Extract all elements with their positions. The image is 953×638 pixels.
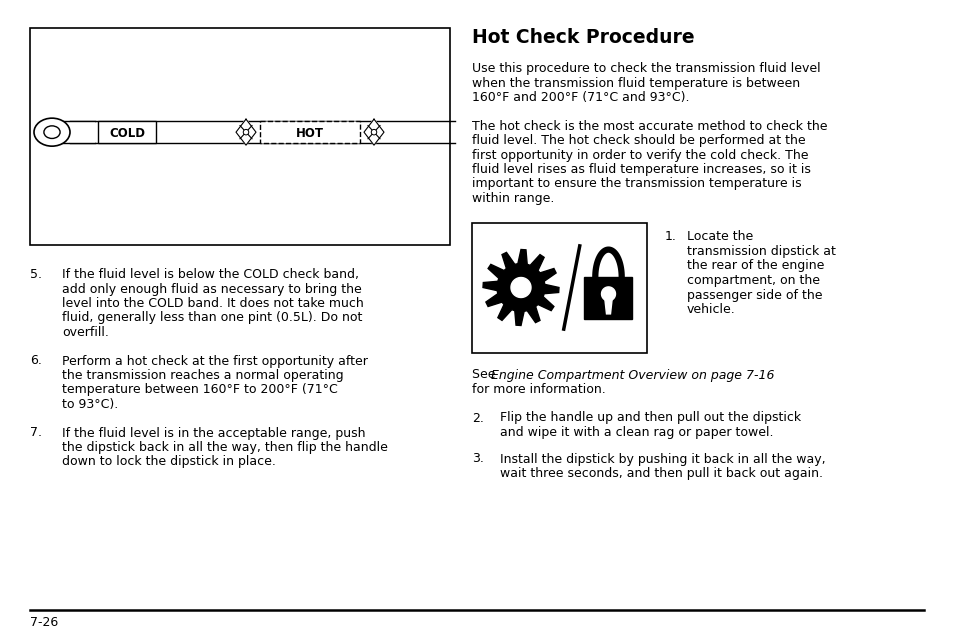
Text: add only enough fluid as necessary to bring the: add only enough fluid as necessary to br… xyxy=(62,283,361,295)
Text: If the fluid level is in the acceptable range, push: If the fluid level is in the acceptable … xyxy=(62,426,365,440)
Text: temperature between 160°F to 200°F (71°C: temperature between 160°F to 200°F (71°C xyxy=(62,383,337,396)
Text: and wipe it with a clean rag or paper towel.: and wipe it with a clean rag or paper to… xyxy=(499,426,773,439)
Text: transmission dipstick at: transmission dipstick at xyxy=(686,245,835,258)
Text: 160°F and 200°F (71°C and 93°C).: 160°F and 200°F (71°C and 93°C). xyxy=(472,91,689,104)
Text: Flip the handle up and then pull out the dipstick: Flip the handle up and then pull out the… xyxy=(499,412,801,424)
Ellipse shape xyxy=(243,130,249,135)
Bar xyxy=(472,223,646,353)
Text: 6.: 6. xyxy=(30,355,42,367)
Bar xyxy=(584,277,632,319)
Text: wait three seconds, and then pull it back out again.: wait three seconds, and then pull it bac… xyxy=(499,467,822,480)
Polygon shape xyxy=(601,287,615,301)
Text: HOT: HOT xyxy=(295,127,324,140)
Text: overfill.: overfill. xyxy=(62,326,109,339)
Text: the transmission reaches a normal operating: the transmission reaches a normal operat… xyxy=(62,369,343,382)
Text: vehicle.: vehicle. xyxy=(686,303,735,316)
Ellipse shape xyxy=(44,126,60,138)
Text: 5.: 5. xyxy=(30,268,42,281)
Text: the dipstick back in all the way, then flip the handle: the dipstick back in all the way, then f… xyxy=(62,441,388,454)
Text: The hot check is the most accurate method to check the: The hot check is the most accurate metho… xyxy=(472,119,826,133)
Text: Perform a hot check at the first opportunity after: Perform a hot check at the first opportu… xyxy=(62,355,368,367)
Ellipse shape xyxy=(34,118,70,146)
Text: compartment, on the: compartment, on the xyxy=(686,274,820,287)
Polygon shape xyxy=(511,278,531,297)
Ellipse shape xyxy=(371,130,376,135)
Bar xyxy=(260,121,359,143)
Text: to 93°C).: to 93°C). xyxy=(62,398,118,411)
Text: 3.: 3. xyxy=(472,452,483,466)
Text: 7.: 7. xyxy=(30,426,42,440)
Text: first opportunity in order to verify the cold check. The: first opportunity in order to verify the… xyxy=(472,149,807,161)
Polygon shape xyxy=(604,296,612,314)
Text: within range.: within range. xyxy=(472,192,554,205)
Bar xyxy=(30,28,450,245)
Text: down to lock the dipstick in place.: down to lock the dipstick in place. xyxy=(62,456,275,468)
Text: COLD: COLD xyxy=(109,127,145,140)
Text: the rear of the engine: the rear of the engine xyxy=(686,260,823,272)
Text: If the fluid level is below the COLD check band,: If the fluid level is below the COLD che… xyxy=(62,268,358,281)
Text: when the transmission fluid temperature is between: when the transmission fluid temperature … xyxy=(472,77,800,89)
Polygon shape xyxy=(235,119,255,145)
Text: fluid, generally less than one pint (0.5L). Do not: fluid, generally less than one pint (0.5… xyxy=(62,311,362,325)
Text: for more information.: for more information. xyxy=(472,383,605,396)
Bar xyxy=(70,121,95,143)
Text: Install the dipstick by pushing it back in all the way,: Install the dipstick by pushing it back … xyxy=(499,452,824,466)
Text: level into the COLD band. It does not take much: level into the COLD band. It does not ta… xyxy=(62,297,363,310)
Text: passenger side of the: passenger side of the xyxy=(686,288,821,302)
Polygon shape xyxy=(482,249,558,325)
Text: See: See xyxy=(472,369,499,382)
Bar xyxy=(98,121,156,143)
Text: Hot Check Procedure: Hot Check Procedure xyxy=(472,28,694,47)
Text: Use this procedure to check the transmission fluid level: Use this procedure to check the transmis… xyxy=(472,62,820,75)
Text: fluid level. The hot check should be performed at the: fluid level. The hot check should be per… xyxy=(472,134,804,147)
Text: fluid level rises as fluid temperature increases, so it is: fluid level rises as fluid temperature i… xyxy=(472,163,810,176)
Text: Engine Compartment Overview on page 7-16: Engine Compartment Overview on page 7-16 xyxy=(491,369,774,382)
Text: Locate the: Locate the xyxy=(686,230,753,244)
Text: important to ensure the transmission temperature is: important to ensure the transmission tem… xyxy=(472,177,801,191)
Polygon shape xyxy=(364,119,384,145)
Text: 7-26: 7-26 xyxy=(30,616,58,629)
Text: 2.: 2. xyxy=(472,412,483,424)
Text: 1.: 1. xyxy=(664,230,677,244)
